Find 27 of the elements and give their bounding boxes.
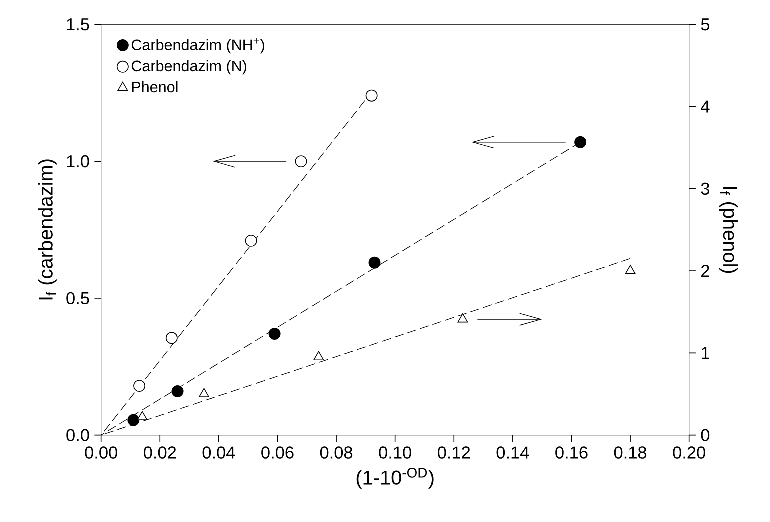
y2-tick-label: 1: [702, 347, 710, 360]
x-tick-label: 0.00: [85, 446, 118, 459]
y-axis-title: I$_{f}$ (carbendazim): [38, 160, 57, 300]
y2-axis-title: I$_{f}$ (phenol): [719, 187, 738, 274]
y2-tick-label: 3: [701, 182, 710, 196]
legend-label: Phenol: [132, 81, 178, 93]
x-tick-label: 0.12: [438, 446, 470, 459]
x-axis-title: (1-10$^{-OD}$): [356, 468, 434, 489]
x-tick-label: 0.20: [673, 446, 706, 459]
x-tick-label: 0.14: [496, 446, 530, 459]
y-tick-label: 1.5: [67, 18, 90, 31]
legend-label: Carbendazim (NH$^{+}$): [132, 38, 264, 54]
x-tick-label: 0.06: [262, 446, 294, 459]
y2-tick-label: 5: [701, 18, 710, 31]
y-tick-label: 1.0: [67, 155, 90, 168]
y-tick-label: 0.5: [66, 292, 90, 305]
y2-tick-label: 4: [701, 100, 710, 113]
legend-label: Carbendazim (N): [132, 60, 246, 75]
x-tick-label: 0.16: [556, 446, 588, 459]
x-tick-label: 0.18: [614, 446, 647, 459]
x-tick-label: 0.10: [379, 446, 412, 459]
x-tick-label: 0.08: [320, 446, 353, 459]
x-tick-label: 0.04: [202, 446, 236, 459]
y2-tick-label: 0: [701, 429, 710, 442]
y2-tick-label: 2: [702, 265, 710, 278]
y-tick-label: 0.0: [66, 429, 90, 442]
x-tick-label: 0.02: [144, 446, 176, 459]
